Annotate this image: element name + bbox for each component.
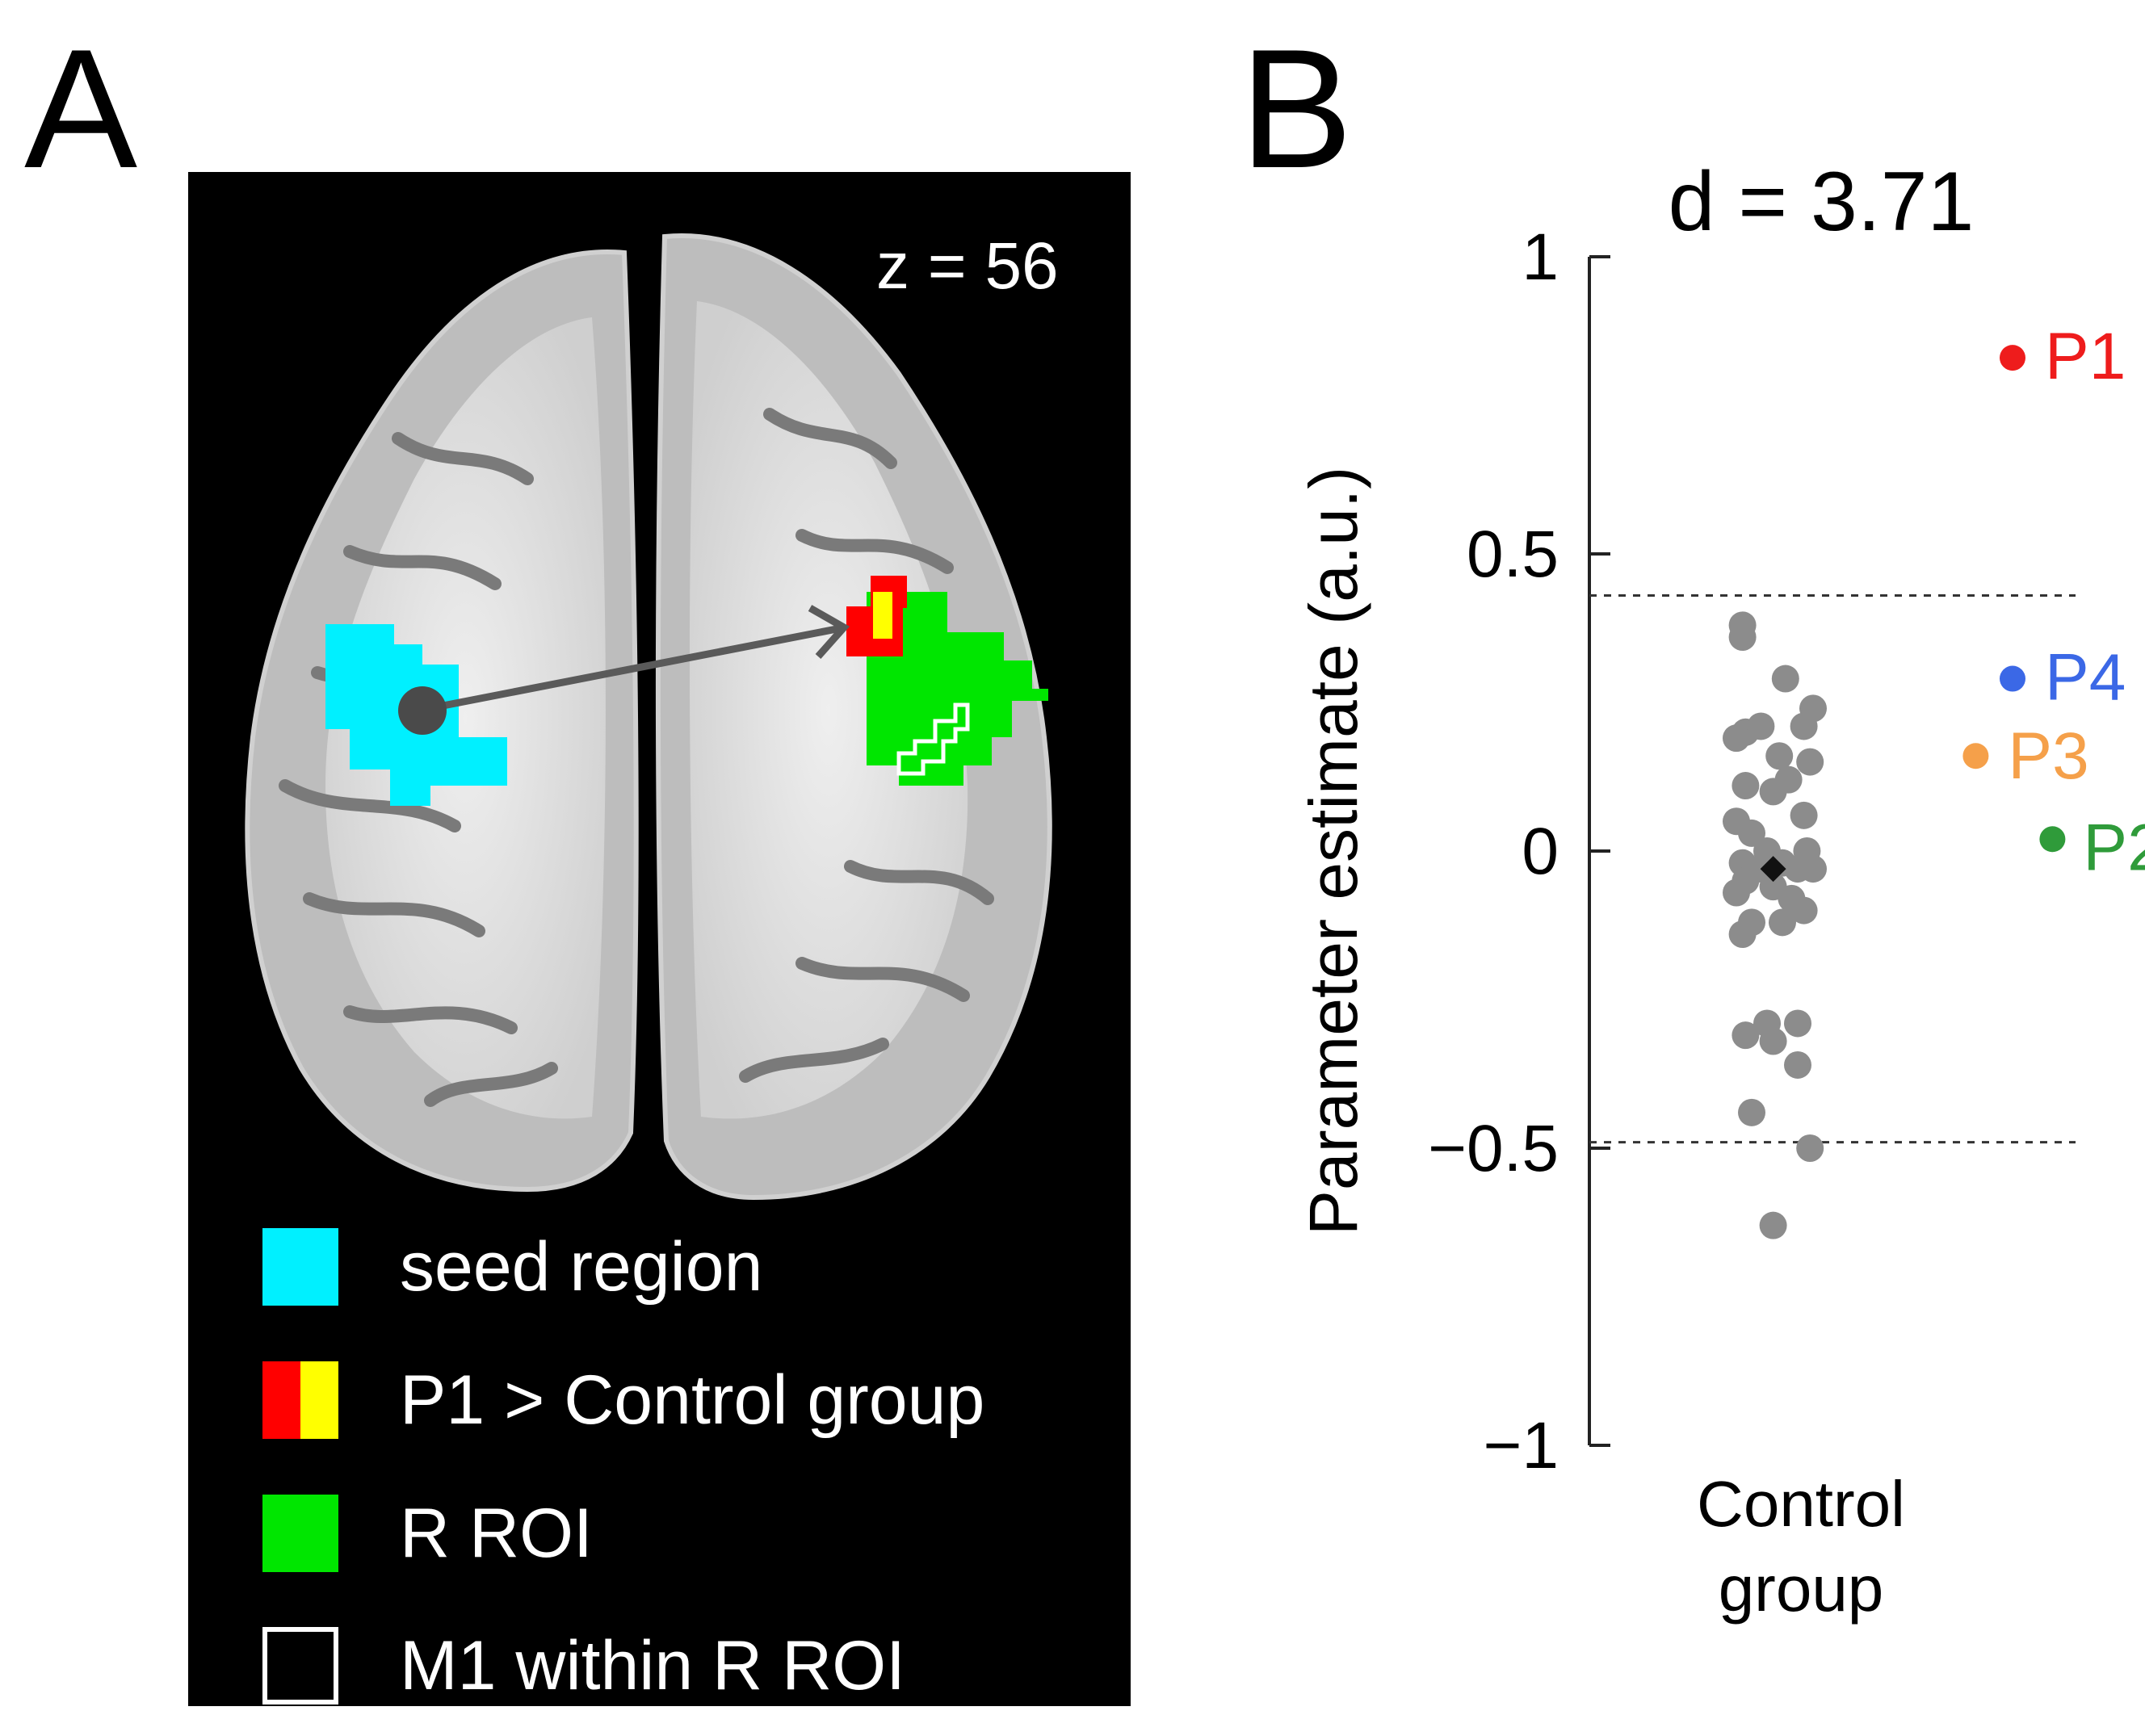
legend-item-m1: M1 within R ROI: [262, 1627, 905, 1705]
control-mean-marker: [1760, 856, 1786, 883]
scatter-chart: d = 3.71 1 0.5 0 −0.5 −1 Parameter estimate (a…: [1295, 155, 2145, 1625]
y-tick-label-2: 0: [1522, 815, 1559, 888]
control-point: [1732, 772, 1760, 800]
left-white-matter: [325, 317, 606, 1119]
control-point: [1790, 801, 1818, 829]
legend-swatch-p1: [262, 1361, 338, 1439]
legend-item-p1-contrast: P1 > Control group: [262, 1361, 984, 1439]
patient-label-p2: P2: [2083, 811, 2145, 884]
control-point: [1784, 1050, 1811, 1079]
control-point: [1723, 724, 1750, 753]
seed-point-marker: [398, 686, 447, 735]
control-point: [1790, 712, 1818, 740]
panel-b-label: B: [1240, 14, 1354, 203]
legend-label-p1: P1 > Control group: [400, 1361, 985, 1439]
control-point: [1784, 1009, 1811, 1038]
x-category-label-line1: Control: [1697, 1468, 1905, 1540]
slice-coordinate-label: z = 56: [876, 229, 1059, 303]
y-tick-label-4: −1: [1484, 1409, 1559, 1482]
legend-swatch-roi: [262, 1495, 338, 1572]
patient-label-p1: P1: [2045, 320, 2126, 393]
m1-outline: [896, 702, 970, 776]
connectivity-arrow-line: [426, 624, 842, 713]
chart-title: d = 3.71: [1669, 155, 1975, 249]
connectivity-arrowhead: [808, 605, 850, 659]
control-point: [1759, 778, 1787, 806]
legend-swatch-m1: [262, 1627, 338, 1705]
control-point: [1728, 920, 1757, 949]
r-roi-region: [867, 592, 1048, 786]
control-point: [1765, 742, 1794, 770]
control-point: [1759, 1211, 1787, 1239]
control-point: [1796, 748, 1824, 776]
control-point: [1738, 1098, 1765, 1126]
patient-point-p1: [2000, 345, 2025, 371]
y-tick-label-1: 0.5: [1467, 518, 1559, 591]
legend-label-m1: M1 within R ROI: [400, 1626, 906, 1705]
legend-item-r-roi: R ROI: [262, 1495, 593, 1572]
control-point: [1790, 896, 1818, 925]
legend-swatch-seed: [262, 1228, 338, 1306]
right-sulci: [739, 408, 994, 1083]
x-category-label-line2: group: [1719, 1553, 1884, 1625]
control-point: [1728, 623, 1757, 652]
y-axis-label: Parameter estimate (a.u.): [1295, 467, 1371, 1235]
right-white-matter: [689, 301, 968, 1119]
control-point: [1799, 855, 1827, 883]
panel-a-label: A: [24, 14, 138, 203]
patient-label-p4: P4: [2045, 641, 2126, 715]
patient-point-p3: [1962, 743, 1989, 769]
control-point: [1759, 1027, 1787, 1055]
control-point: [1723, 878, 1750, 907]
legend-label-seed: seed region: [400, 1227, 763, 1306]
control-point: [1796, 1134, 1824, 1162]
patient-point-p4: [2000, 665, 2025, 692]
patient-label-p3: P3: [2008, 719, 2088, 793]
control-point: [1769, 908, 1796, 937]
control-point: [1738, 819, 1765, 847]
control-point: [1732, 1021, 1760, 1050]
brain-slice-image: [245, 233, 1052, 1201]
y-tick-label-0: 1: [1522, 220, 1559, 294]
brain-slice-panel: z = 56 seed region P1 > Control group R …: [188, 172, 1131, 1706]
y-tick-label-3: −0.5: [1428, 1112, 1559, 1185]
control-point: [1747, 712, 1775, 740]
legend-item-seed: seed region: [262, 1228, 762, 1306]
p1-cluster-yellow: [873, 592, 892, 639]
control-point: [1771, 665, 1799, 693]
patient-point-p2: [2039, 826, 2066, 853]
legend-label-roi: R ROI: [400, 1494, 593, 1572]
